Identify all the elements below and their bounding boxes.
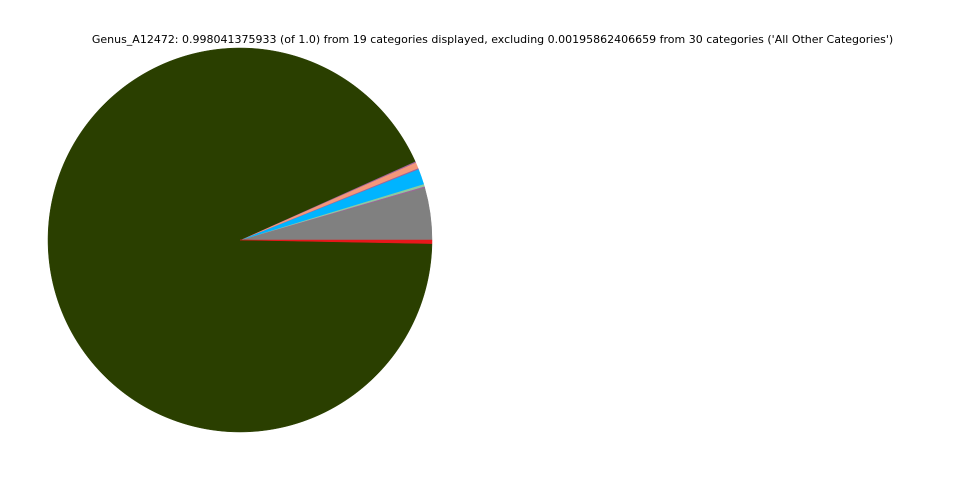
pie-slice-8 (239, 239, 433, 244)
chart-title: Genus_A12472: 0.998041375933 (of 1.0) fr… (91, 33, 894, 46)
